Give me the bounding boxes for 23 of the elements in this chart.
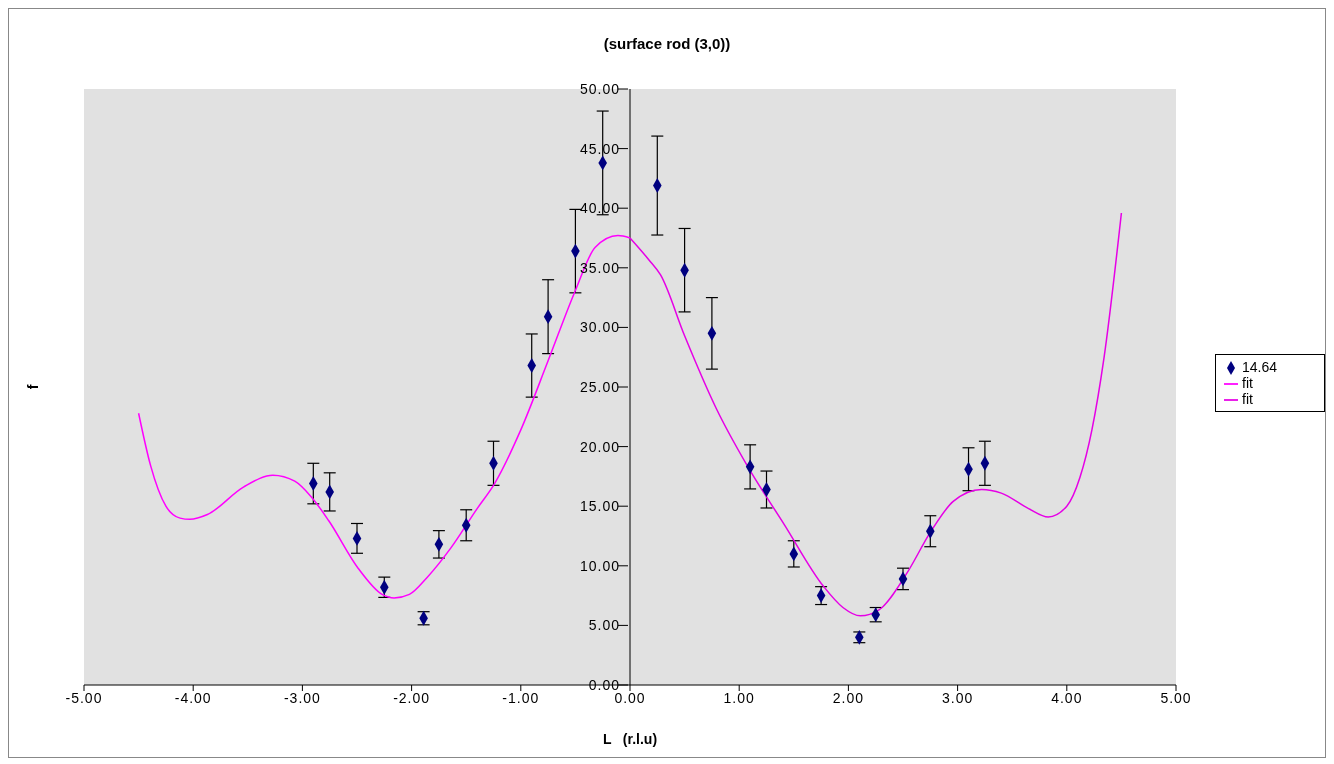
x-tick-label: -1.00	[502, 689, 540, 706]
chart-title: (surface rod (3,0))	[602, 35, 732, 52]
y-tick-label: 50.00	[579, 81, 620, 97]
legend-label: fit	[1242, 374, 1253, 391]
x-tick-label: -2.00	[393, 689, 431, 706]
y-tick-label: 10.00	[579, 557, 620, 574]
y-tick-label: 15.00	[579, 498, 620, 515]
x-tick-label: 2.00	[832, 689, 865, 706]
y-tick-label: 30.00	[579, 319, 620, 336]
x-tick-label: -3.00	[283, 689, 321, 706]
x-tick-label: 5.00	[1160, 689, 1192, 706]
legend-label: fit	[1242, 391, 1253, 408]
x-tick-label: 3.00	[941, 689, 974, 706]
y-axis-title: f	[25, 384, 42, 390]
y-tick-label: 25.00	[579, 379, 620, 395]
x-tick-label: -4.00	[174, 689, 212, 706]
x-tick-label: -5.00	[65, 689, 103, 706]
x-tick-label: 1.00	[723, 689, 755, 706]
x-axis-title: L (r.l.u)	[601, 731, 659, 747]
legend-label: 14.64	[1242, 358, 1278, 375]
y-tick-label: 20.00	[579, 438, 620, 455]
y-tick-label: 5.00	[588, 617, 620, 634]
x-tick-label: 4.00	[1051, 689, 1083, 706]
